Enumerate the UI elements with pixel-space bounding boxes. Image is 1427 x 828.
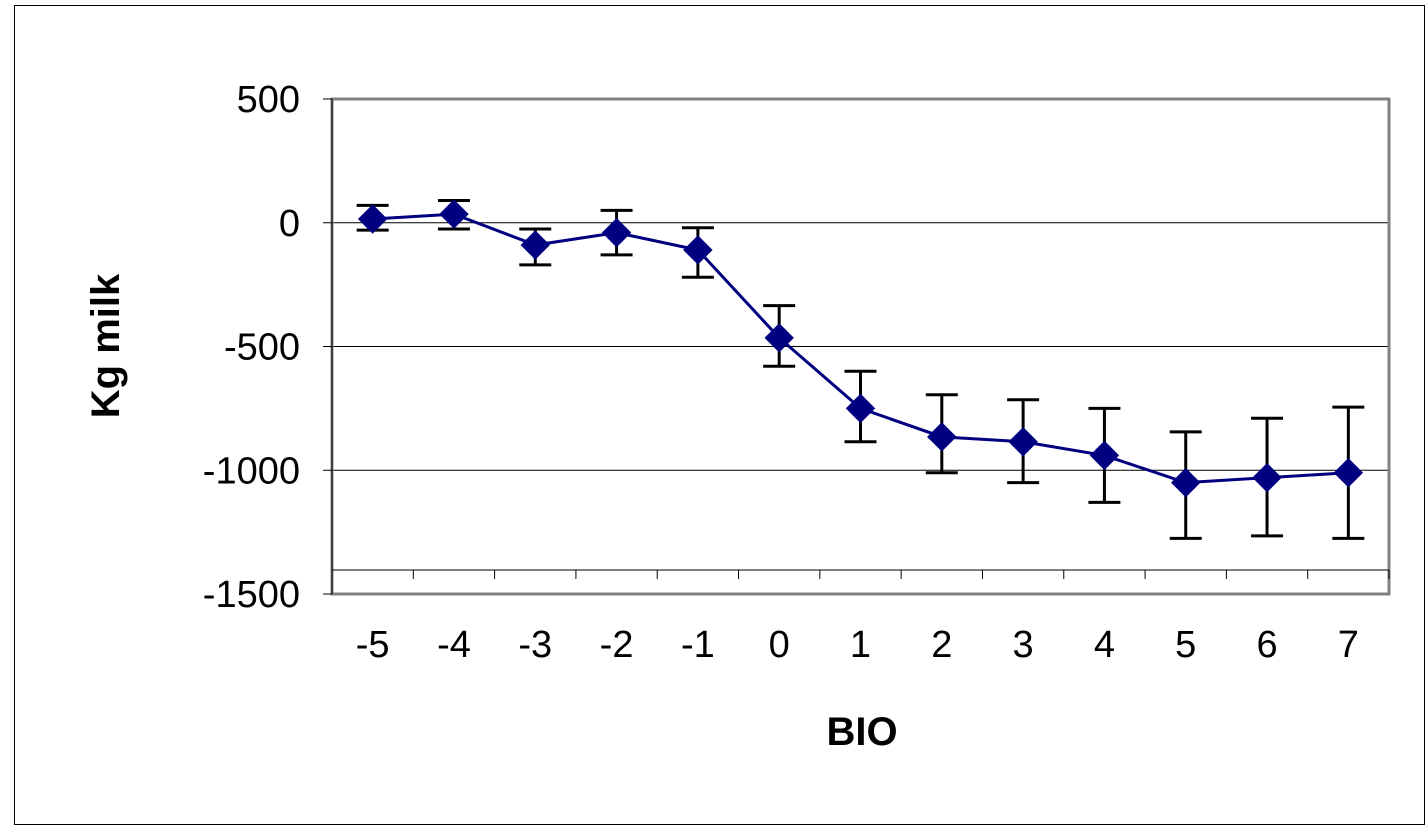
x-tick-label: 2 xyxy=(931,624,952,666)
x-axis-title: BIO xyxy=(826,710,897,754)
chart-area xyxy=(14,5,1425,825)
x-tick-label: 3 xyxy=(1013,624,1034,666)
data-point-marker xyxy=(764,323,794,353)
data-point-marker xyxy=(845,393,876,424)
data-point-marker xyxy=(601,217,632,248)
x-tick-label: -4 xyxy=(437,624,471,666)
data-point-marker xyxy=(1089,440,1120,471)
y-tick-label: -1500 xyxy=(203,574,300,616)
data-point-marker xyxy=(1333,458,1364,488)
x-tick-label: 1 xyxy=(850,624,871,666)
y-tick-label: -1000 xyxy=(203,450,300,492)
data-markers xyxy=(357,199,1364,498)
y-axis-title: Kg milk xyxy=(84,273,128,418)
error-bars xyxy=(356,198,1365,540)
x-axis-ticks: -5 -4 -3 -2 -1 0 1 2 3 4 5 6 7 xyxy=(331,569,1390,666)
y-axis-ticks: 500 0 -500 -1000 -1500 xyxy=(203,79,333,616)
x-tick-label: 4 xyxy=(1094,624,1115,666)
x-tick-label: 7 xyxy=(1338,624,1359,666)
x-tick-label: 6 xyxy=(1256,624,1277,666)
data-point-marker xyxy=(683,235,713,265)
y-tick-label: 500 xyxy=(237,79,300,121)
gridlines xyxy=(332,222,1389,471)
x-tick-label: -3 xyxy=(518,624,552,666)
x-tick-label: -5 xyxy=(356,624,390,666)
data-point-marker xyxy=(1252,462,1282,493)
data-point-marker xyxy=(357,204,388,234)
data-point-marker xyxy=(927,422,957,452)
data-point-marker xyxy=(439,199,469,229)
y-tick-label: 0 xyxy=(279,203,300,245)
x-tick-label: 0 xyxy=(769,624,790,666)
x-tick-label: -2 xyxy=(600,624,634,666)
x-tick-label: -1 xyxy=(681,624,715,666)
data-point-marker xyxy=(1008,427,1038,457)
y-tick-label: -500 xyxy=(224,327,300,369)
x-tick-label: 5 xyxy=(1175,624,1196,666)
data-point-marker xyxy=(520,230,550,260)
data-point-marker xyxy=(1171,467,1201,498)
